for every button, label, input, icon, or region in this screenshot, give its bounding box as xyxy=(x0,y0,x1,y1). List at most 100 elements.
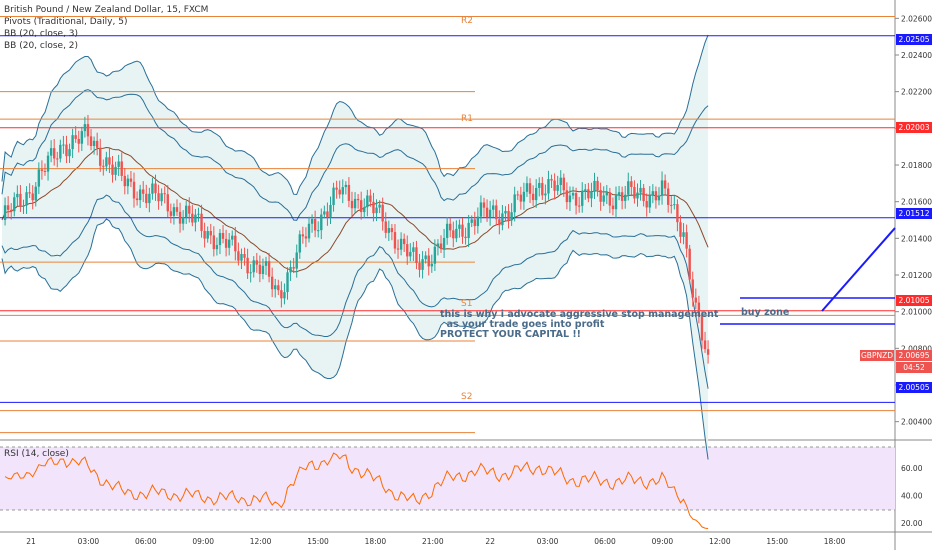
rsi-legend[interactable]: RSI (14, close) xyxy=(4,449,69,459)
candle-body xyxy=(209,231,212,236)
candle-body xyxy=(636,192,639,199)
indicator-pivots[interactable]: Pivots (Traditional, Daily, 5) xyxy=(4,17,128,27)
candle-body xyxy=(479,202,483,217)
candle-body xyxy=(452,230,455,239)
candle-body xyxy=(40,169,44,172)
time-tick-label: 15:00 xyxy=(766,537,788,546)
candle-body xyxy=(574,193,578,206)
candle-body xyxy=(476,216,480,227)
candle-body xyxy=(492,205,495,210)
candle-body xyxy=(372,201,375,214)
time-tick-label: 15:00 xyxy=(307,537,329,546)
candle-body xyxy=(59,144,62,159)
price-tick-label: 2.01600 xyxy=(901,198,932,207)
candle-body xyxy=(630,181,633,187)
candle-body xyxy=(390,228,394,233)
time-tick-label: 18:00 xyxy=(824,537,846,546)
annotation-line-3: PROTECT YOUR CAPITAL !! xyxy=(440,329,581,340)
candle-body xyxy=(99,147,102,166)
candle-body xyxy=(102,165,105,167)
candle-body xyxy=(599,190,602,202)
candle-body xyxy=(387,228,391,233)
candle-body xyxy=(132,181,136,199)
candle-body xyxy=(16,193,19,198)
candle-body xyxy=(258,264,262,275)
candle-body xyxy=(277,285,280,291)
rsi-tick-label: 40.00 xyxy=(901,491,923,500)
candle-body xyxy=(565,190,569,203)
candle-body xyxy=(577,205,581,207)
candle-body xyxy=(341,187,344,195)
price-tick-label: 2.01800 xyxy=(901,161,932,170)
candle-body xyxy=(584,189,587,191)
price-tick-label: 2.02400 xyxy=(901,51,932,60)
candle-body xyxy=(92,140,96,146)
candle-body xyxy=(6,205,10,210)
indicator-bb3[interactable]: BB (20, close, 3) xyxy=(4,29,79,39)
candle-body xyxy=(553,180,556,191)
candle-body xyxy=(43,171,47,173)
candle-body xyxy=(151,183,154,194)
candle-body xyxy=(237,251,240,261)
candle-body xyxy=(353,198,357,209)
time-tick-label: 18:00 xyxy=(365,537,387,546)
indicator-bb2[interactable]: BB (20, close, 2) xyxy=(4,41,79,51)
buy-zone-label[interactable]: buy zone xyxy=(741,307,790,318)
candle-body xyxy=(77,138,80,144)
candle-body xyxy=(46,155,50,172)
trend-arrow-line[interactable] xyxy=(821,227,896,312)
candle-body xyxy=(703,340,707,350)
candle-body xyxy=(654,191,658,201)
pivot-label-r1: R1 xyxy=(461,114,473,124)
candle-body xyxy=(639,187,642,193)
candle-body xyxy=(178,211,182,224)
candle-body xyxy=(488,209,492,218)
candle-body xyxy=(188,205,191,214)
symbol-title[interactable]: British Pound / New Zealand Dollar, 15, … xyxy=(4,5,209,15)
annotation-text[interactable]: this is why i advocate aggressive stop m… xyxy=(440,310,718,340)
candle-body xyxy=(148,193,151,204)
candle-body xyxy=(706,349,710,355)
time-tick-label: 21 xyxy=(26,537,36,546)
time-tick-label: 09:00 xyxy=(652,537,674,546)
candle-body xyxy=(320,214,323,231)
candle-body xyxy=(347,184,351,201)
candle-body xyxy=(240,253,243,261)
candle-body xyxy=(679,222,682,237)
candle-body xyxy=(126,178,130,187)
candle-body xyxy=(670,204,673,206)
candle-body xyxy=(369,195,372,202)
candle-body xyxy=(270,276,274,290)
candle-body xyxy=(80,131,84,144)
candle-body xyxy=(255,260,259,265)
candle-body xyxy=(304,236,308,239)
candle-body xyxy=(682,232,685,237)
candle-body xyxy=(531,193,535,201)
candle-body xyxy=(544,193,547,196)
candle-body xyxy=(627,181,630,195)
candle-body xyxy=(485,207,489,218)
candle-body xyxy=(310,218,314,224)
candle-body xyxy=(10,209,13,212)
price-tick-label: 2.01200 xyxy=(901,271,932,280)
candle-body xyxy=(458,224,461,229)
candle-body xyxy=(645,201,648,208)
candle-body xyxy=(541,183,544,196)
candle-body xyxy=(31,193,34,201)
candle-body xyxy=(375,207,378,214)
candle-body xyxy=(227,239,231,248)
candle-body xyxy=(234,235,237,252)
candle-body xyxy=(37,169,41,187)
candle-body xyxy=(344,184,348,188)
candle-body xyxy=(335,187,338,190)
candle-body xyxy=(464,236,467,239)
candle-body xyxy=(169,211,173,216)
candle-body xyxy=(642,187,645,202)
candle-body xyxy=(231,235,234,240)
rsi-tick-label: 20.00 xyxy=(901,519,923,528)
candle-body xyxy=(393,232,397,249)
candle-body xyxy=(510,212,513,221)
price-tick-label: 2.00400 xyxy=(901,418,932,427)
candle-body xyxy=(412,247,415,252)
